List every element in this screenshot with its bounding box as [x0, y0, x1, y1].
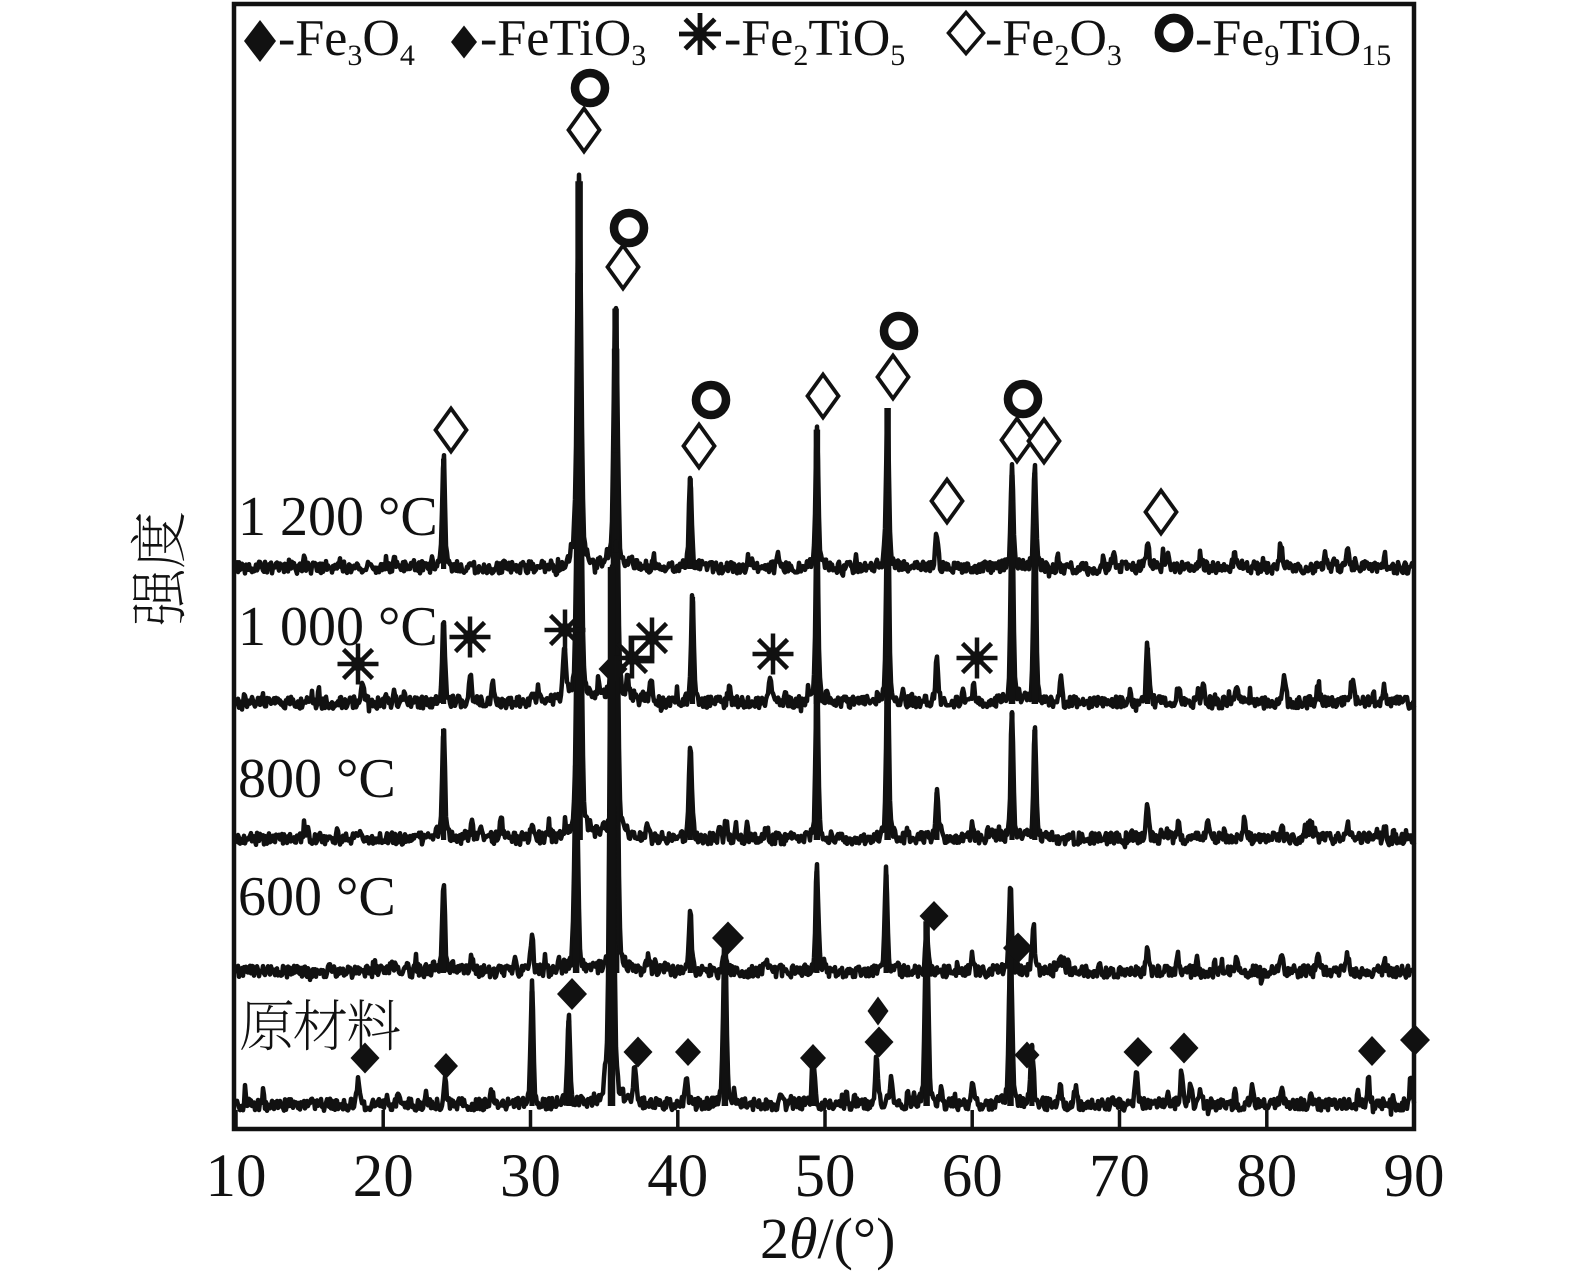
svg-text:-Fe9​TiO15​: -Fe9​TiO15​	[1195, 10, 1391, 72]
svg-text:10: 10	[206, 1143, 267, 1210]
svg-text:40: 40	[647, 1143, 708, 1210]
svg-text:-FeTiO3​: -FeTiO3​	[480, 10, 646, 72]
svg-text:90: 90	[1384, 1143, 1445, 1210]
svg-text:-Fe2​O3​: -Fe2​O3​	[985, 10, 1122, 72]
svg-text:800 °C: 800 °C	[238, 748, 396, 810]
svg-text:50: 50	[795, 1143, 856, 1210]
svg-text:1 000 °C: 1 000 °C	[238, 596, 438, 658]
svg-text:60: 60	[942, 1143, 1003, 1210]
svg-text:70: 70	[1089, 1143, 1150, 1210]
svg-text:-Fe2​TiO5​: -Fe2​TiO5​	[724, 10, 905, 72]
svg-text:30: 30	[500, 1143, 561, 1210]
svg-text:600 °C: 600 °C	[238, 866, 396, 928]
svg-text:1 200 °C: 1 200 °C	[238, 486, 438, 548]
svg-text:20: 20	[353, 1143, 414, 1210]
svg-text:80: 80	[1236, 1143, 1297, 1210]
svg-text:-Fe3​O4​: -Fe3​O4​	[278, 10, 415, 72]
svg-text:2θ/(°): 2θ/(°)	[760, 1206, 895, 1271]
